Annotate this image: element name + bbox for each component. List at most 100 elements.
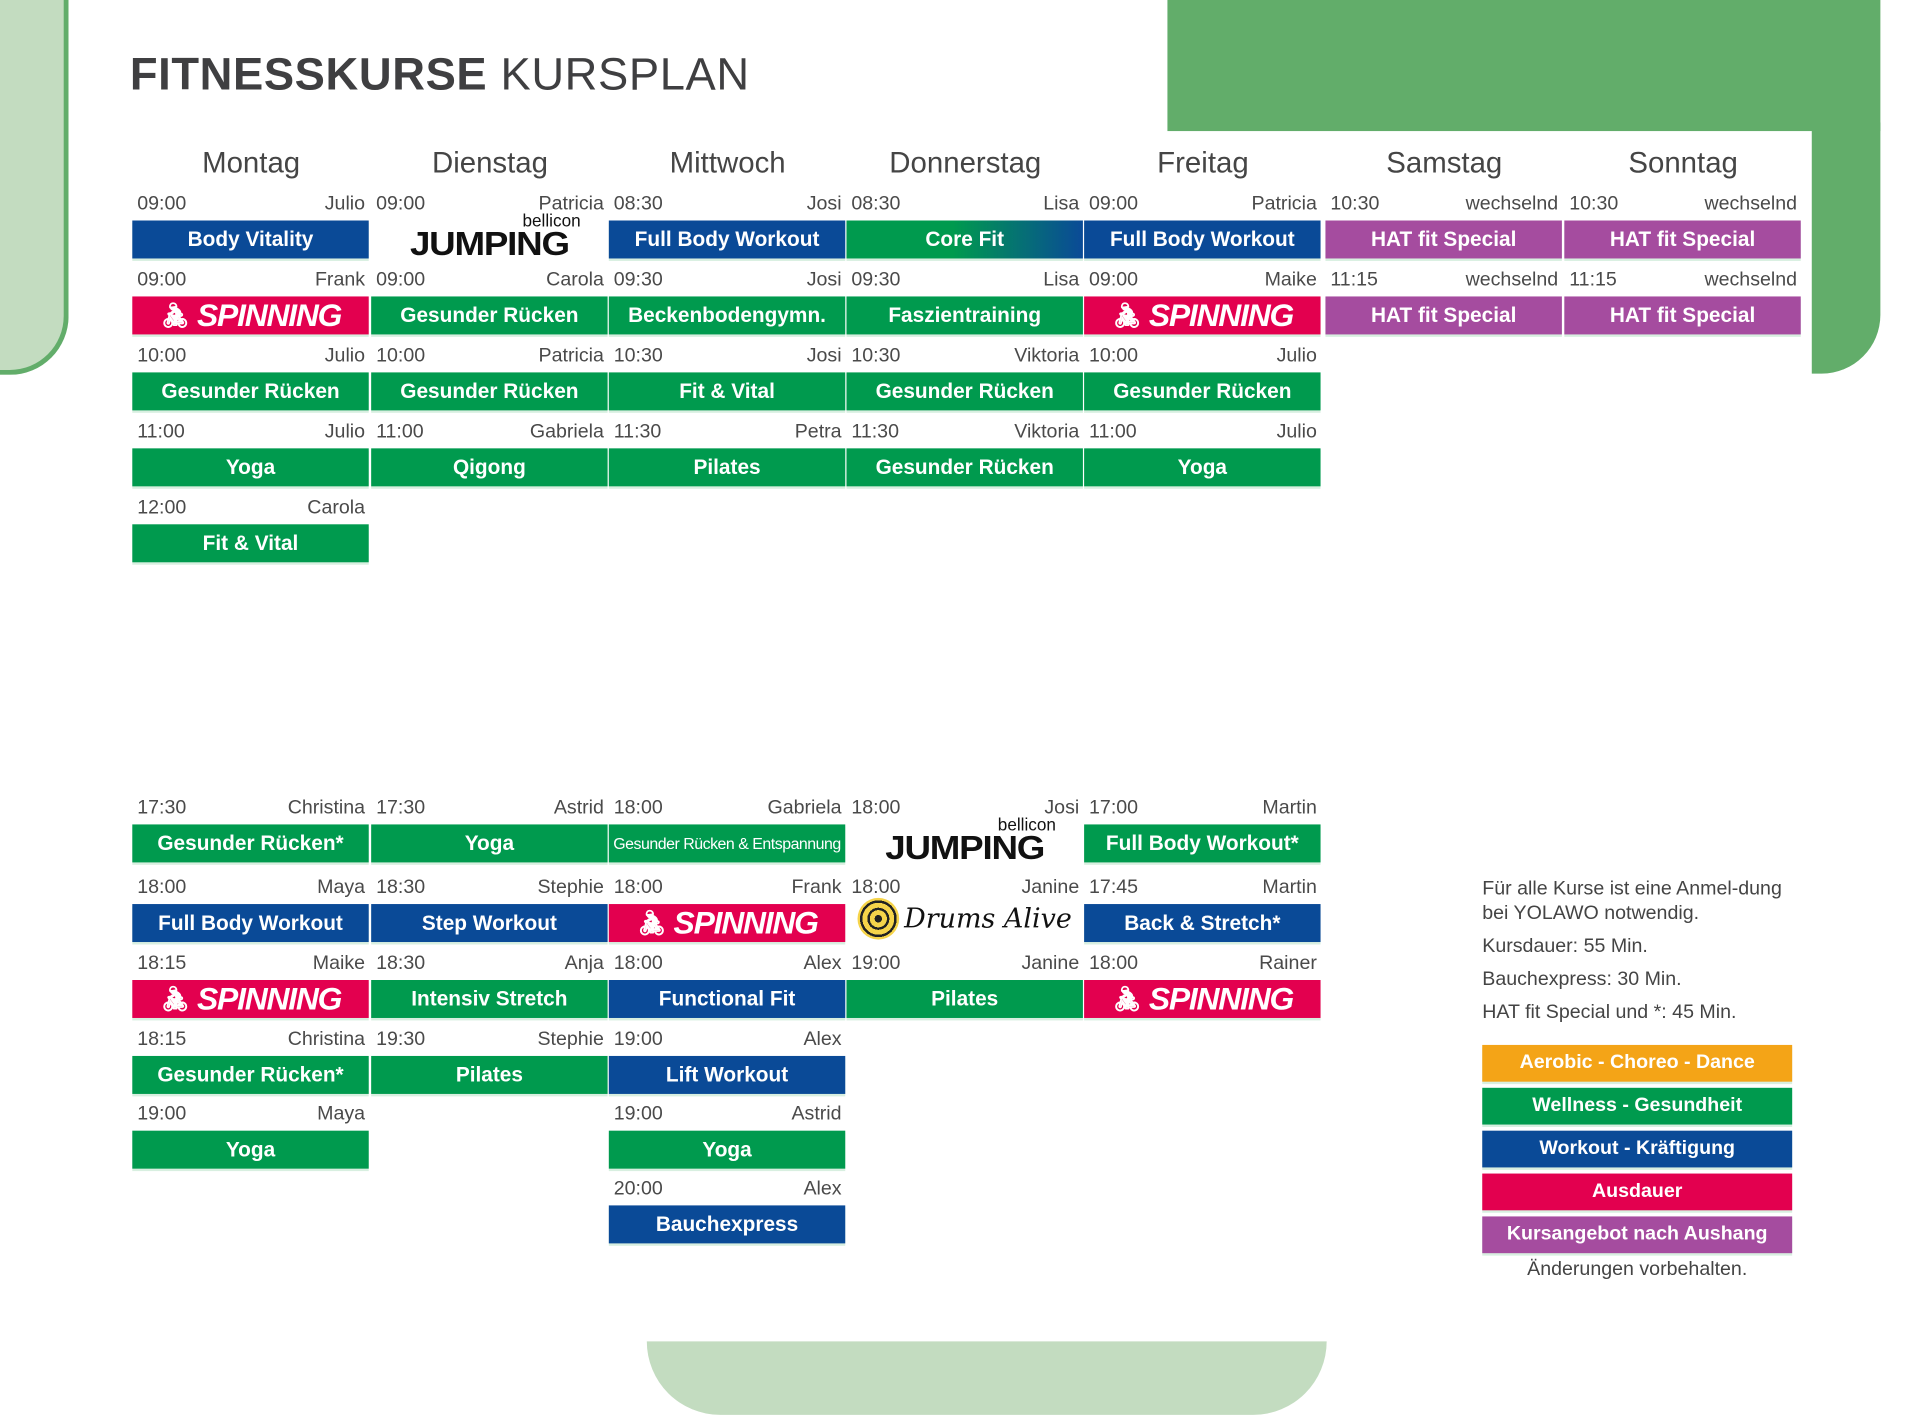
course-block[interactable]: Step Workout [371,904,608,943]
slot-trainer: Julio [324,193,366,215]
slot-time: 10:30 [1330,193,1380,215]
course-block[interactable]: Body Vitality [132,220,369,259]
course-block[interactable]: Intensiv Stretch [371,980,608,1018]
course-block[interactable]: Gesunder Rücken* [132,824,369,863]
course-block[interactable]: Yoga [608,1130,846,1169]
course-name: Yoga [702,1137,752,1161]
slot-time-trainer: 09:30 Lisa [846,270,1082,295]
slot-time: 10:00 [137,345,187,367]
course-name: SPINNING [673,904,819,941]
slot-trainer: Josi [806,269,842,291]
course-block[interactable]: Core Fit [846,220,1083,259]
course-block[interactable]: Bauchexpress [608,1205,846,1244]
course-name: Yoga [225,1137,276,1161]
course-block[interactable]: Gesunder Rücken [371,296,608,335]
course-name: Full Body Workout* [1105,831,1299,855]
course-name: Gesunder Rücken [400,303,579,327]
slot-time: 09:00 [1089,193,1139,215]
slot-time-trainer: 17:45 Martin [1084,877,1320,902]
course-name: Yoga [225,455,276,479]
day-header-donnerstag: Donnerstag [889,147,1042,181]
slot-time-trainer: 11:15 wechselnd [1564,270,1800,295]
slot-time: 11:15 [1569,269,1617,291]
course-block[interactable]: Pilates [371,1055,608,1094]
slot-time-trainer: 12:00 Carola [132,497,368,522]
slot-time-trainer: 18:00 Rainer [1084,953,1320,978]
slot-time-trainer: 17:30 Christina [132,797,368,822]
slot-time-trainer: 19:00 Astrid [609,1104,845,1129]
course-block[interactable]: 🚴︎ SPINNING [132,296,369,335]
course-name: Pilates [931,986,999,1011]
course-block[interactable]: Gesunder Rücken [132,372,369,411]
course-block[interactable]: Gesunder Rücken [846,448,1083,487]
slot-trainer: Gabriela [767,797,842,819]
slot-time-trainer: 17:30 Astrid [371,797,607,822]
legend-label: Workout - Kräftigung [1539,1138,1736,1159]
legend-item-wellness: Wellness - Gesundheit [1482,1087,1793,1125]
course-block[interactable]: Gesunder Rücken* [132,1055,369,1094]
slot-time: 18:00 [1089,953,1139,974]
course-block[interactable]: Yoga [132,1130,369,1169]
slot-time-trainer: 18:00 Alex [609,953,845,978]
course-name: Fit & Vital [202,531,299,555]
course-block[interactable]: Yoga [371,824,608,863]
course-block[interactable]: Full Body Workout [608,220,846,259]
course-block[interactable]: Functional Fit [608,980,846,1018]
course-block[interactable]: Full Body Workout [132,904,369,943]
slot-time-trainer: 19:00 Janine [846,953,1082,978]
course-block[interactable]: Faszientraining [846,296,1083,335]
slot-time-trainer: 19:00 Maya [132,1104,368,1129]
course-block[interactable]: HAT fit Special [1564,220,1801,259]
slot-time-trainer: 11:30 Petra [609,421,845,446]
spinning-figure-icon: 🚴︎ [1111,986,1143,1014]
course-block[interactable]: HAT fit Special [1564,296,1801,335]
course-block[interactable]: 🚴︎ SPINNING [1084,980,1321,1018]
course-block[interactable]: Full Body Workout [1084,220,1321,259]
course-name: Faszientraining [888,303,1042,327]
changes-note: Änderungen vorbehalten. [1527,1259,1748,1281]
course-block[interactable]: Gesunder Rücken [846,372,1083,411]
legend-item-special: Kursangebot nach Aushang [1482,1216,1793,1254]
day-header-samstag: Samstag [1386,147,1503,181]
course-block[interactable]: Gesunder Rücken & Entspannung [608,824,846,863]
slot-time-trainer: 09:00 Patricia [371,194,607,219]
course-block[interactable]: Yoga [1084,448,1321,487]
slot-trainer: Janine [1021,877,1080,898]
course-block[interactable]: Qigong [371,448,608,487]
slot-time: 18:15 [137,1029,187,1050]
course-block[interactable]: 🚴︎ SPINNING [608,904,846,943]
slot-time-trainer: 20:00 Alex [609,1178,845,1203]
slot-time: 12:00 [137,497,187,519]
slot-time-trainer: 09:30 Josi [609,270,845,295]
course-block[interactable]: Beckenbodengymn. [608,296,846,335]
slot-time-trainer: 18:00 Josi [846,797,1082,822]
slot-trainer: Maike [312,953,366,974]
course-block[interactable]: Full Body Workout* [1084,824,1321,863]
course-block[interactable]: Fit & Vital [132,524,369,563]
slot-trainer: Janine [1021,953,1080,974]
slot-trainer: wechselnd [1465,269,1559,291]
slot-trainer: Martin [1262,877,1317,898]
course-block[interactable]: 🚴︎ SPINNING [1084,296,1321,335]
course-block[interactable]: Back & Stretch* [1084,904,1321,943]
course-block[interactable]: Lift Workout [608,1055,846,1094]
slot-time-trainer: 09:00 Maike [1084,270,1320,295]
legend-label: Wellness - Gesundheit [1532,1095,1743,1116]
course-block[interactable]: Fit & Vital [608,372,846,411]
course-block[interactable]: Yoga [132,448,369,487]
slot-time: 10:30 [851,345,901,367]
day-header-dienstag: Dienstag [431,147,549,181]
course-name: Gesunder Rücken* [157,831,344,855]
course-block[interactable]: HAT fit Special [1325,296,1562,335]
slot-trainer: Lisa [1043,269,1080,291]
decor-right-band [1811,122,1881,374]
course-block[interactable]: HAT fit Special [1325,220,1562,259]
slot-trainer: Stephie [537,1029,604,1050]
course-block[interactable]: Gesunder Rücken [1084,372,1321,411]
slot-trainer: Astrid [553,797,604,819]
course-block[interactable]: Gesunder Rücken [371,372,608,411]
slot-time-trainer: 18:15 Maike [132,953,368,978]
course-block[interactable]: Pilates [608,448,846,487]
course-block[interactable]: Pilates [846,980,1083,1018]
course-block[interactable]: 🚴︎ SPINNING [132,980,369,1018]
